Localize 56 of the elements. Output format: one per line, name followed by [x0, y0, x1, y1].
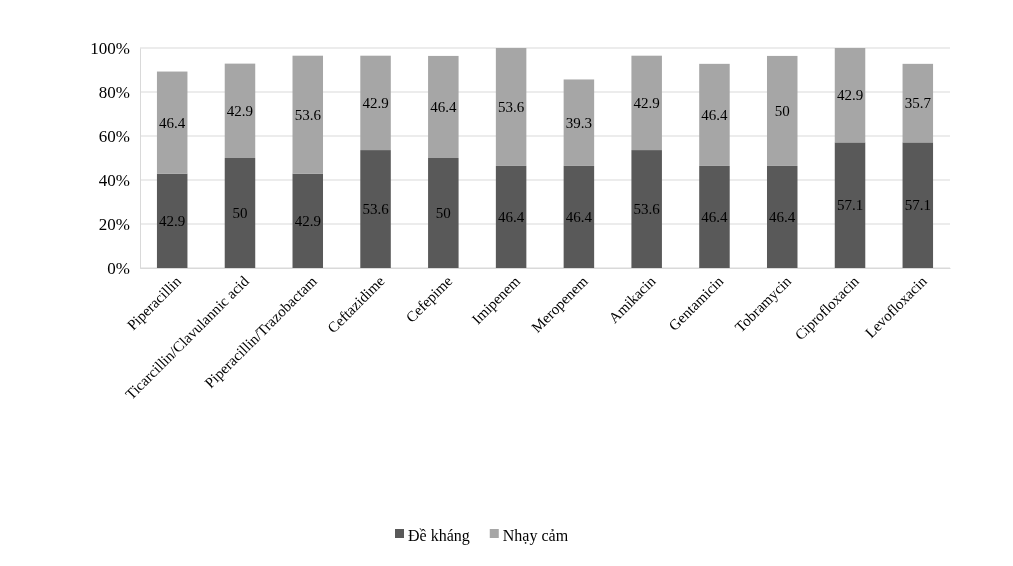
data-label: 39.3 — [565, 114, 593, 131]
bar — [495, 165, 527, 268]
data-label: 42.9 — [159, 213, 186, 230]
bar — [699, 63, 730, 166]
bar — [563, 165, 595, 268]
legend-label: Nhạy cảm — [502, 526, 569, 545]
bar — [699, 165, 730, 268]
data-label: 35.7 — [904, 95, 932, 112]
bar — [631, 55, 662, 151]
bar — [156, 71, 188, 174]
bar — [292, 173, 324, 268]
data-label: 57.1 — [836, 197, 864, 214]
bar — [360, 55, 391, 151]
bar — [834, 48, 866, 143]
bar — [428, 158, 459, 268]
bar — [902, 142, 934, 268]
bar — [834, 142, 866, 268]
y-tick-label: 100% — [90, 38, 130, 58]
data-label: 42.9 — [836, 87, 864, 104]
y-tick-label: 20% — [98, 214, 130, 234]
bar — [495, 48, 527, 166]
data-label: 53.6 — [497, 99, 525, 116]
data-label: 42.9 — [294, 213, 321, 230]
data-label: 46.4 — [497, 209, 525, 226]
data-label: 53.6 — [362, 201, 390, 218]
data-label: 42.9 — [633, 95, 660, 112]
bar — [428, 55, 459, 158]
y-tick-label: 40% — [98, 170, 130, 190]
legend-label: Đề kháng — [408, 526, 470, 545]
y-tick-label: 60% — [98, 126, 130, 146]
y-tick-label: 80% — [98, 82, 130, 102]
data-label: 42.9 — [226, 103, 254, 120]
data-label: 46.4 — [430, 99, 457, 116]
data-label: 50 — [435, 205, 451, 222]
bar — [224, 158, 256, 268]
bar — [292, 55, 324, 174]
bar — [563, 79, 595, 166]
bar — [902, 63, 934, 143]
bar — [224, 63, 256, 158]
bar — [766, 165, 798, 268]
y-tick-label: 0% — [107, 258, 130, 278]
data-label: 53.6 — [633, 201, 661, 218]
bar — [360, 150, 391, 268]
data-label: 50 — [774, 103, 790, 120]
data-label: 46.4 — [769, 209, 796, 226]
bar — [631, 150, 662, 268]
data-label: 42.9 — [362, 95, 389, 112]
bar — [766, 55, 798, 166]
data-label: 50 — [232, 205, 248, 222]
data-label: 46.4 — [701, 209, 729, 226]
data-label: 46.4 — [159, 114, 186, 131]
bar — [156, 173, 188, 268]
data-label: 57.1 — [904, 197, 931, 214]
data-label: 46.4 — [565, 209, 593, 226]
data-label: 46.4 — [701, 107, 729, 124]
data-label: 53.6 — [294, 106, 322, 123]
